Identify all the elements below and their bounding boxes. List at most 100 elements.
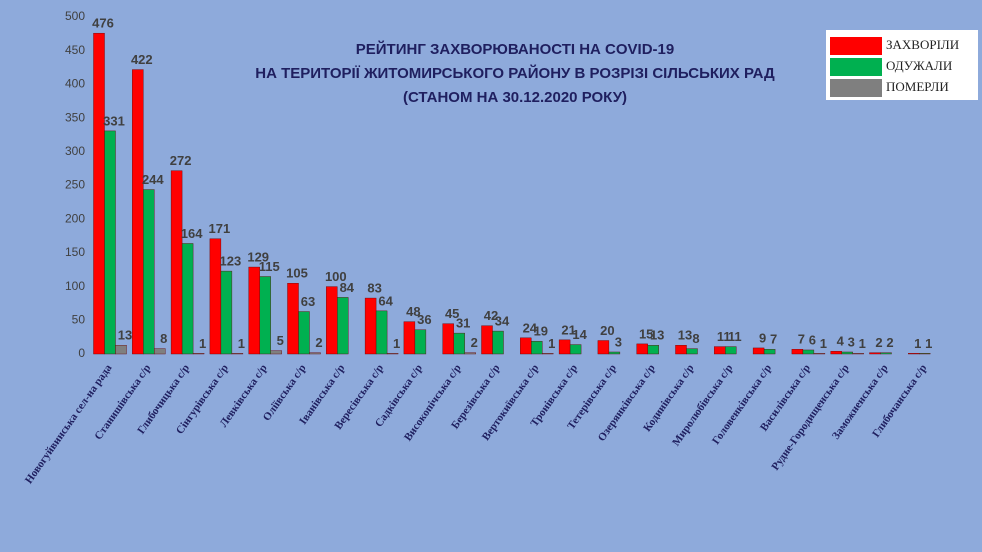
bar [636,343,648,355]
data-label: 15 [639,326,653,341]
bar [608,351,621,355]
bar [386,353,399,355]
bar [298,311,310,355]
data-label: 2 [471,335,478,350]
bar [569,344,582,355]
bar [248,266,260,355]
data-label: 48 [406,304,420,319]
bar [309,352,321,355]
data-label: 1 [238,336,245,351]
data-label: 3 [848,334,855,349]
data-label: 45 [445,306,459,321]
data-label: 14 [572,327,587,342]
data-label: 20 [600,323,614,338]
data-label: 244 [142,172,164,187]
data-label: 19 [534,324,548,339]
bar [132,69,144,355]
chart-title: (СТАНОМ НА 30.12.2020 РОКУ) [403,89,627,106]
data-label: 4 [837,334,845,349]
y-tick-label: 400 [65,77,85,91]
y-tick-label: 300 [65,144,85,158]
bar [442,323,454,355]
bar [908,353,920,355]
data-label: 21 [561,322,575,337]
data-label: 115 [259,259,280,274]
y-tick-label: 0 [78,346,85,360]
data-label: 8 [692,331,699,346]
data-label: 13 [678,328,692,343]
bar [597,340,610,355]
bar [453,332,465,355]
bar [143,189,155,355]
data-label: 331 [103,113,125,128]
data-label: 13 [118,328,132,343]
data-label: 1 [393,336,400,351]
bar [337,297,349,355]
bar [481,325,493,355]
legend-label: ОДУЖАЛИ [886,58,952,73]
data-label: 1 [925,336,932,351]
bar [259,276,271,355]
data-label: 476 [92,16,114,31]
data-label: 2 [315,335,322,350]
data-label: 5 [277,333,284,348]
data-label: 123 [220,254,242,269]
data-label: 2 [875,335,882,350]
data-label: 64 [378,293,393,308]
bar [93,32,105,355]
bar [375,310,388,355]
chart-title: НА ТЕРИТОРІЇ ЖИТОМИРСЬКОГО РАЙОНУ В РОЗР… [255,64,775,82]
bar [287,283,299,355]
data-label: 24 [523,320,538,335]
data-label: 31 [456,316,470,331]
data-label: 1 [859,336,866,351]
y-tick-label: 50 [72,312,86,326]
bar [220,270,233,355]
bar [231,353,244,355]
bar [364,297,377,355]
bar [326,286,338,355]
y-tick-label: 250 [65,178,85,192]
bar [802,349,815,355]
y-tick-label: 350 [65,110,85,124]
bar [686,348,698,355]
data-label: 7 [770,332,777,347]
bar [542,353,554,355]
bar [403,321,416,355]
legend-label: ПОМЕРЛИ [886,79,949,94]
bar [492,330,504,355]
data-label: 1 [820,336,827,351]
data-label: 8 [160,331,167,346]
bar [170,170,183,355]
bar [813,353,826,355]
y-tick-label: 100 [65,279,85,293]
chart-title: РЕЙТИНГ ЗАХВОРЮВАНОСТІ НА COVID-19 [356,40,674,58]
data-label: 272 [170,153,192,168]
data-label: 1 [548,336,555,351]
bar [675,345,687,355]
bar [880,352,892,355]
bar [181,243,194,355]
bar [830,351,842,355]
data-label: 105 [286,266,308,281]
bar [104,130,116,355]
data-label: 63 [301,294,315,309]
bar [115,345,127,355]
bar [869,352,881,355]
data-label: 13 [650,328,664,343]
data-label: 9 [759,330,766,345]
bar [919,353,931,355]
y-tick-label: 500 [65,9,85,23]
bar [520,337,532,355]
legend-swatch [830,58,882,76]
bar [414,329,427,355]
data-label: 100 [325,269,347,284]
bar [763,349,776,355]
bar [154,348,166,355]
data-label: 6 [809,332,816,347]
data-label: 42 [484,308,498,323]
data-label: 36 [417,312,431,327]
